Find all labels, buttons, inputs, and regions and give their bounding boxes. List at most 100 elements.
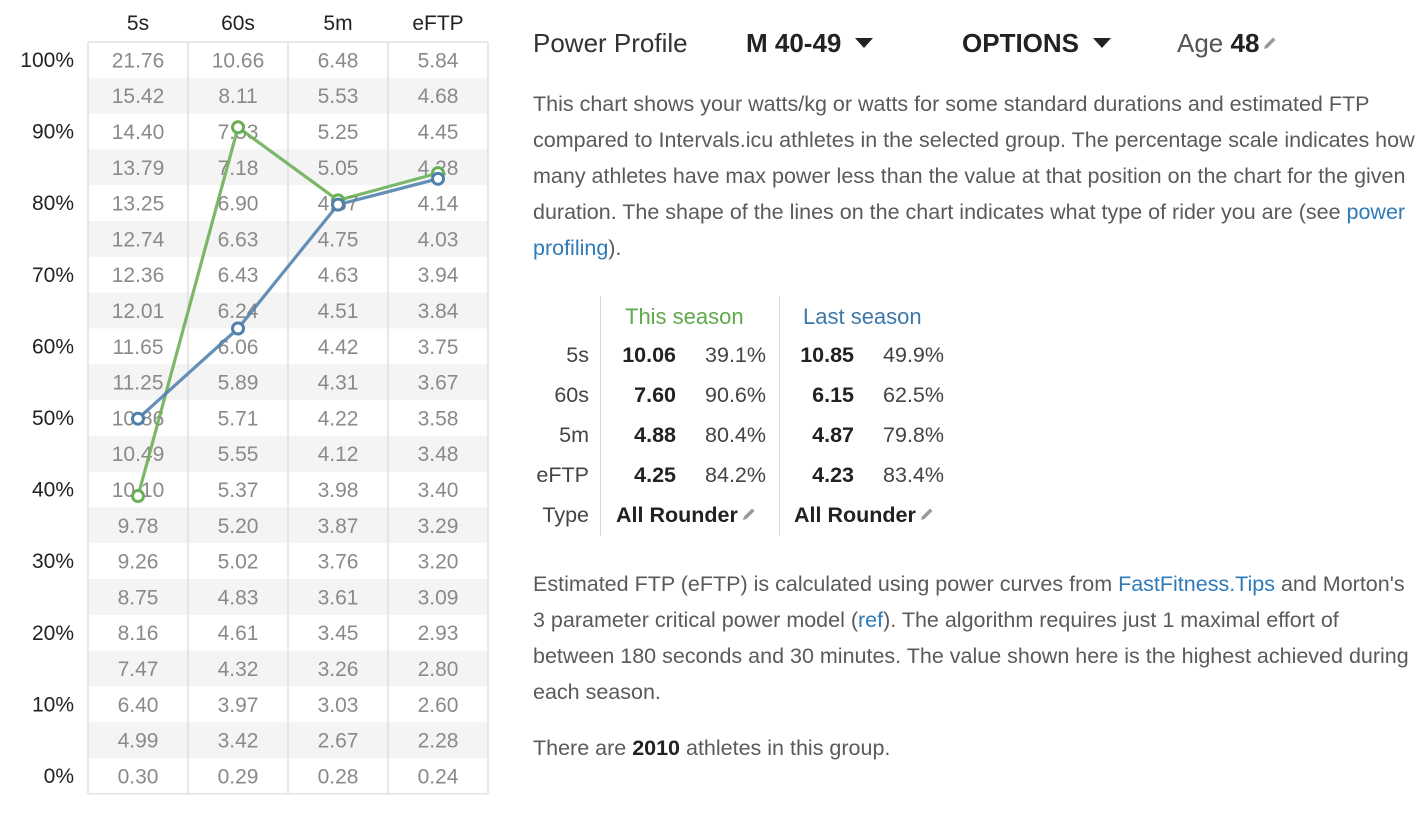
table-cell: 3.98 [318,479,359,502]
percent-tick-label: 0% [44,765,74,788]
row-label-eftp: eFTP [536,463,589,487]
options-dropdown[interactable]: OPTIONS [962,28,1112,59]
table-cell: 3.94 [418,264,459,287]
table-cell: 5.71 [218,407,259,430]
group-dropdown[interactable]: M 40-49 [746,28,874,59]
percent-tick-label: 90% [32,121,74,144]
table-cell: 4.22 [318,407,359,430]
pencil-icon[interactable] [741,506,757,522]
series-point-this-season [131,489,145,504]
table-cell: 2.80 [418,658,459,681]
fastfitness-tips-link[interactable]: FastFitness.Tips [1118,572,1275,596]
caret-down-icon [855,38,874,49]
table-cell: 11.65 [113,336,164,359]
this-season-percent: 39.1% [705,343,766,367]
last-season-value: 4.23 [812,463,854,487]
eftp-note: Estimated FTP (eFTP) is calculated using… [533,572,1409,704]
table-cell: 14.40 [112,121,165,144]
power-profiling-link[interactable]: power profiling [533,200,1406,260]
page-title: Power Profile [533,28,688,58]
this-season-percent: 84.2% [705,463,766,487]
column-header-eftp: eFTP [412,12,463,35]
table-cell: 4.75 [318,228,359,251]
age-value: 48 [1230,28,1260,58]
row-label-60s: 60s [554,383,589,407]
table-cell: 8.16 [118,622,159,645]
table-cell: 5.05 [318,157,359,180]
table-cell: 4.32 [218,658,259,681]
table-cell: 5.55 [218,443,259,466]
percent-tick-label: 60% [32,335,74,358]
table-cell: 13.25 [112,193,165,216]
this-season-percent: 90.6% [705,383,766,407]
table-cell: 3.67 [418,372,459,395]
this-season-value: 4.25 [634,463,676,487]
table-cell: 4.12 [318,443,359,466]
table-cell: 12.01 [112,300,165,323]
chart-description: This chart shows your watts/kg or watts … [533,92,1415,260]
table-cell: 4.63 [318,264,359,287]
table-cell: 5.89 [218,372,259,395]
table-cell: 3.26 [318,658,359,681]
table-cell: 0.24 [418,765,459,788]
table-cell: 4.03 [418,228,459,251]
this-season-value: 10.06 [622,343,676,367]
season-comparison-table: This season Last season 5s 10.06 39.1% 1… [533,296,953,536]
row-label-5m: 5m [559,423,589,447]
last-season-type[interactable]: All Rounder [794,503,935,528]
table-cell: 12.74 [112,228,165,251]
table-cell: 4.83 [218,586,259,609]
row-label-5s: 5s [566,343,589,367]
table-cell: 8.75 [118,586,159,609]
table-cell: 12.36 [112,264,165,287]
series-point-last-season [131,411,145,426]
last-season-percent: 49.9% [883,343,944,367]
column-header-60s: 60s [221,12,255,35]
power-profile-chart: 5s 60s 5m eFTP 100% 90% 80% 70% 60% 50% 40% 30% 20%… [0,0,500,814]
table-cell: 3.03 [318,694,359,717]
table-cell: 3.40 [418,479,459,502]
table-cell: 4.99 [118,730,159,753]
table-cell: 4.14 [418,193,459,216]
table-cell: 2.93 [418,622,459,645]
power-profile-svg: 5s 60s 5m eFTP 100% 90% 80% 70% 60% 50% 40% 30% 20%… [20,12,489,795]
table-cell: 4.51 [318,300,359,323]
table-cell: 9.26 [118,551,159,574]
pencil-icon[interactable] [919,506,935,522]
table-cell: 13.79 [112,157,165,180]
table-cell: 3.42 [218,730,259,753]
age-field[interactable]: Age 48 [1177,28,1278,59]
athletes-count: 2010 [632,736,681,760]
pencil-icon[interactable] [1262,35,1278,51]
column-header-5m: 5m [323,12,352,35]
series-line-this-season [136,125,439,497]
table-cell: 3.84 [418,300,459,323]
this-season-percent: 80.4% [705,423,766,447]
percent-tick-label: 40% [32,479,74,502]
table-cell: 6.48 [318,49,359,72]
series-point-last-season [231,321,245,336]
table-cell: 9.78 [118,515,159,538]
ref-link[interactable]: ref [858,608,884,632]
last-season-value: 6.15 [812,383,854,407]
table-cell: 15.42 [112,85,165,108]
table-cell: 0.29 [218,765,259,788]
this-season-type[interactable]: All Rounder [616,503,757,528]
table-cell: 3.76 [318,551,359,574]
table-cell: 6.90 [218,193,259,216]
table-cell: 5.84 [418,49,459,72]
table-cell: 11.25 [113,372,164,395]
table-cell: 6.40 [118,694,159,717]
table-cell: 6.43 [218,264,259,287]
series-point-this-season [231,120,245,135]
table-cell: 2.28 [418,730,459,753]
table-cell: 5.37 [218,479,259,502]
this-season-value: 4.88 [634,423,676,447]
series-point-last-season [331,197,345,212]
table-cell: 5.20 [218,515,259,538]
percent-tick-label: 70% [32,264,74,287]
age-label: Age [1177,28,1224,58]
table-cell: 2.67 [318,730,359,753]
column-header-5s: 5s [127,12,149,35]
row-label-type: Type [542,503,589,527]
